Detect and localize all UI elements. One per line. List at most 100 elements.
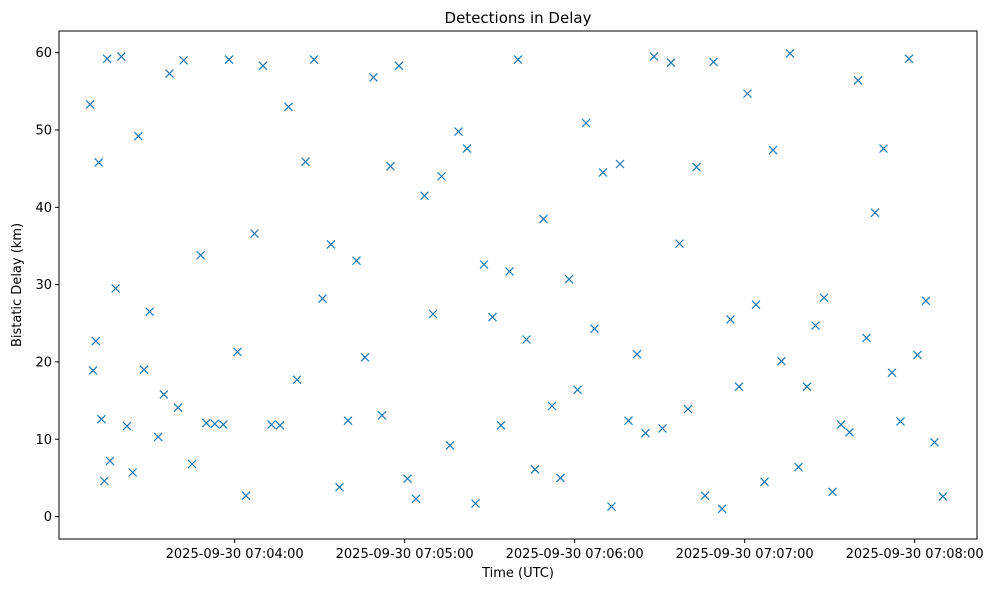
data-point: [862, 333, 871, 343]
data-point: [811, 321, 820, 331]
data-point: [641, 428, 650, 438]
plot-area: [58, 30, 978, 540]
data-point: [326, 239, 336, 249]
data-point: [513, 55, 523, 65]
data-point: [930, 437, 939, 447]
data-point: [250, 229, 259, 239]
y-axis-label: Bistatic Delay (km): [10, 223, 25, 347]
data-point: [607, 502, 616, 511]
data-point: [734, 382, 744, 392]
data-point: [352, 256, 361, 266]
data-point: [675, 239, 684, 249]
data-point: [159, 389, 169, 399]
data-point: [173, 403, 183, 412]
y-axis: 0 10 20 30 40 50 60: [35, 46, 59, 525]
x-tick-label: 2025-09-30 07:06:00: [506, 547, 644, 562]
x-axis-label: Time (UTC): [481, 566, 554, 581]
data-point: [717, 504, 727, 514]
data-point: [819, 293, 829, 303]
data-point: [122, 421, 132, 431]
data-point: [828, 487, 837, 497]
data-point: [97, 414, 106, 424]
data-point: [233, 347, 242, 357]
y-tick-label: 0: [44, 510, 52, 525]
data-point: [301, 157, 310, 167]
x-axis: 2025-09-30 07:04:00 2025-09-30 07:05:00 20…: [166, 539, 984, 562]
data-point: [564, 274, 574, 284]
data-point: [133, 131, 143, 141]
data-point: [403, 474, 412, 484]
data-point: [462, 144, 472, 153]
data-point: [275, 420, 285, 430]
data-point: [201, 418, 211, 428]
data-point: [369, 72, 378, 82]
data-point: [658, 424, 667, 433]
data-point: [394, 61, 404, 71]
data-point: [258, 61, 268, 71]
x-tick-label: 2025-09-30 07:08:00: [846, 547, 984, 562]
data-point: [683, 404, 693, 414]
data-point: [700, 491, 710, 501]
data-point: [632, 349, 642, 359]
data-point: [91, 336, 101, 346]
data-point: [853, 76, 863, 85]
data-point: [99, 476, 109, 486]
data-point: [88, 366, 98, 375]
data-point: [887, 368, 897, 378]
data-point: [938, 492, 948, 501]
data-point: [309, 55, 319, 65]
data-point: [241, 491, 251, 501]
data-point: [488, 312, 497, 322]
data-point: [428, 309, 438, 319]
y-tick-label: 10: [35, 433, 52, 448]
data-point: [116, 52, 126, 61]
data-point: [573, 385, 582, 395]
data-point: [218, 420, 228, 429]
data-point: [105, 456, 115, 466]
data-point: [505, 267, 514, 276]
data-point: [267, 420, 276, 429]
data-point: [145, 307, 155, 317]
x-tick-label: 2025-09-30 07:04:00: [166, 547, 304, 562]
y-tick-label: 40: [35, 201, 52, 216]
data-point: [768, 145, 778, 155]
data-point: [522, 335, 531, 344]
data-point: [454, 127, 463, 136]
data-point: [904, 54, 914, 64]
data-point: [598, 168, 608, 177]
data-point: [624, 416, 633, 426]
data-point: [556, 473, 565, 483]
data-point: [210, 419, 220, 429]
data-point: [879, 144, 888, 153]
data-point: [94, 158, 104, 167]
data-point: [692, 162, 701, 172]
x-tick-label: 2025-09-30 07:07:00: [676, 547, 814, 562]
data-point: [224, 55, 234, 65]
data-points: [85, 48, 948, 514]
data-point: [581, 118, 591, 128]
y-tick-label: 20: [35, 355, 52, 370]
data-point: [777, 356, 786, 366]
data-point: [165, 69, 174, 78]
data-point: [794, 462, 803, 472]
data-point: [751, 300, 761, 310]
data-point: [836, 420, 846, 429]
data-point: [196, 250, 206, 260]
data-point: [111, 284, 121, 293]
data-point: [292, 375, 302, 385]
chart-title: Detections in Delay: [445, 9, 592, 27]
data-point: [85, 100, 95, 109]
data-point: [335, 482, 344, 492]
data-point: [102, 54, 112, 64]
data-point: [896, 417, 905, 426]
data-point: [377, 410, 387, 420]
data-point: [726, 314, 735, 324]
data-point: [411, 494, 421, 504]
data-point: [343, 416, 353, 426]
data-point: [615, 159, 625, 169]
data-point: [539, 214, 548, 224]
data-point: [318, 294, 327, 303]
data-point: [802, 382, 812, 392]
